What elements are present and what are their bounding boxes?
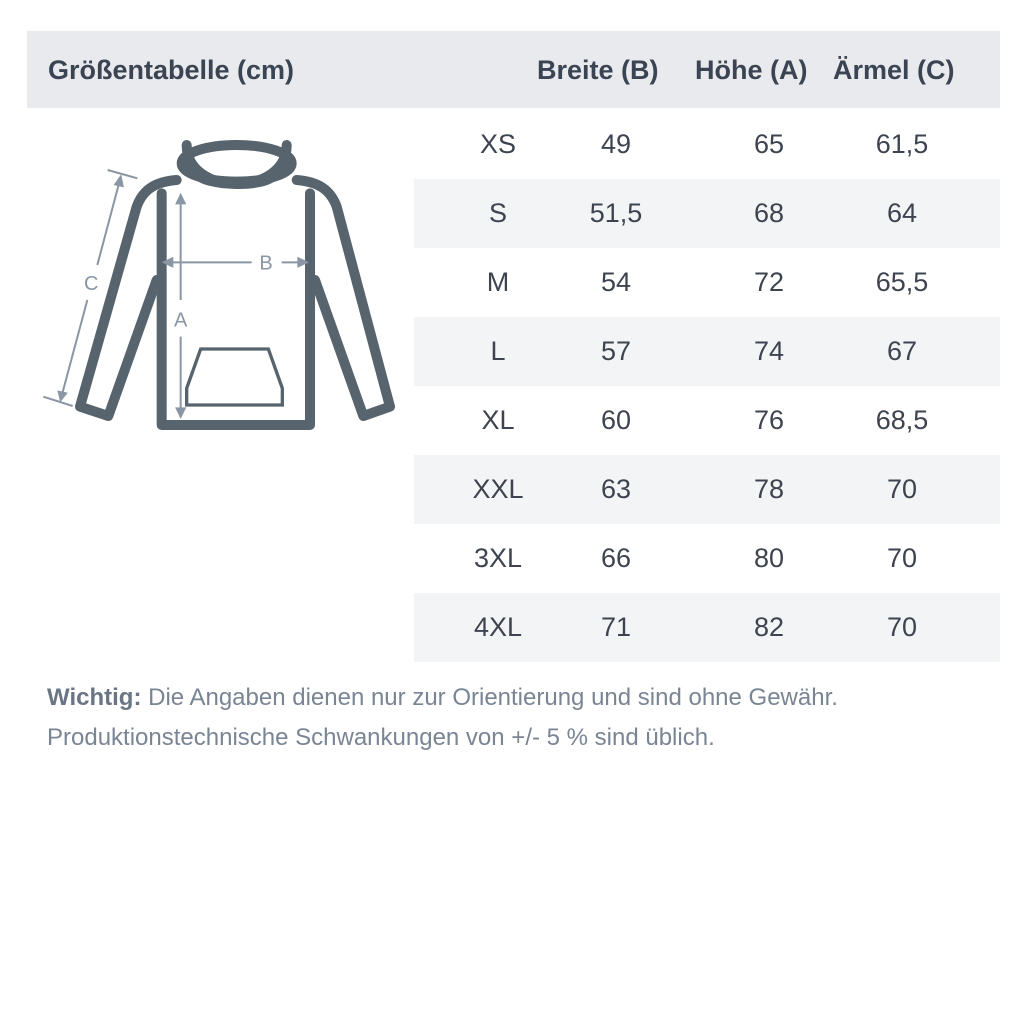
cell-breite: 49 <box>600 129 632 159</box>
table-row: S 51,5 68 64 <box>414 179 1000 248</box>
column-header-aermel: Ärmel (C) <box>833 55 955 85</box>
cell-aermel: 65,5 <box>875 267 929 297</box>
cell-hoehe: 82 <box>753 612 785 642</box>
cell-aermel: 64 <box>886 198 918 228</box>
cell-size: L <box>490 336 506 366</box>
cell-hoehe: 72 <box>753 267 785 297</box>
cell-size: XS <box>479 129 517 159</box>
hoodie-icon <box>75 139 395 430</box>
cell-breite: 66 <box>600 543 632 573</box>
measure-arrows <box>43 169 309 419</box>
note-line1: Die Angaben dienen nur zur Orientierung … <box>141 684 838 711</box>
cell-breite: 63 <box>600 474 632 504</box>
cell-hoehe: 68 <box>753 198 785 228</box>
cell-aermel: 61,5 <box>875 129 929 159</box>
note-line2: Produktionstechnische Schwankungen von +… <box>47 724 715 751</box>
cell-breite: 54 <box>600 267 632 297</box>
column-header-breite: Breite (B) <box>537 55 659 85</box>
cell-hoehe: 76 <box>753 405 785 435</box>
cell-aermel: 70 <box>886 612 918 642</box>
cell-breite: 57 <box>600 336 632 366</box>
cell-size: 4XL <box>473 612 523 642</box>
column-header-hoehe: Höhe (A) <box>695 55 808 85</box>
cell-breite: 71 <box>600 612 632 642</box>
cell-breite: 60 <box>600 405 632 435</box>
disclaimer-note: Wichtig: Die Angaben dienen nur zur Orie… <box>47 678 838 758</box>
cell-hoehe: 65 <box>753 129 785 159</box>
cell-aermel: 70 <box>886 543 918 573</box>
cell-hoehe: 74 <box>753 336 785 366</box>
table-row: 4XL 71 82 70 <box>414 593 1000 662</box>
hoodie-diagram: B A C <box>43 139 395 430</box>
cell-hoehe: 78 <box>753 474 785 504</box>
label-b: B <box>259 252 272 274</box>
table-row: M 54 72 65,5 <box>414 248 1000 317</box>
cell-size: 3XL <box>473 543 523 573</box>
cell-aermel: 67 <box>886 336 918 366</box>
table-row: L 57 74 67 <box>414 317 1000 386</box>
cell-size: M <box>486 267 510 297</box>
cell-aermel: 70 <box>886 474 918 504</box>
cell-size: S <box>488 198 508 228</box>
note-label: Wichtig: <box>47 684 142 711</box>
label-c: C <box>84 273 98 295</box>
label-a: A <box>174 310 188 332</box>
cell-hoehe: 80 <box>753 543 785 573</box>
cell-size: XXL <box>472 474 524 504</box>
page-title: Größentabelle (cm) <box>48 55 295 85</box>
table-header: Größentabelle (cm) Breite (B) Höhe (A) Ä… <box>27 31 1000 108</box>
pocket <box>185 347 284 407</box>
table-row: XS 49 65 61,5 <box>414 110 1000 179</box>
cell-breite: 51,5 <box>589 198 643 228</box>
table-row: XXL 63 78 70 <box>414 455 1000 524</box>
table-row: 3XL 66 80 70 <box>414 524 1000 593</box>
cell-aermel: 68,5 <box>875 405 929 435</box>
cell-size: XL <box>481 405 515 435</box>
table-row: XL 60 76 68,5 <box>414 386 1000 455</box>
